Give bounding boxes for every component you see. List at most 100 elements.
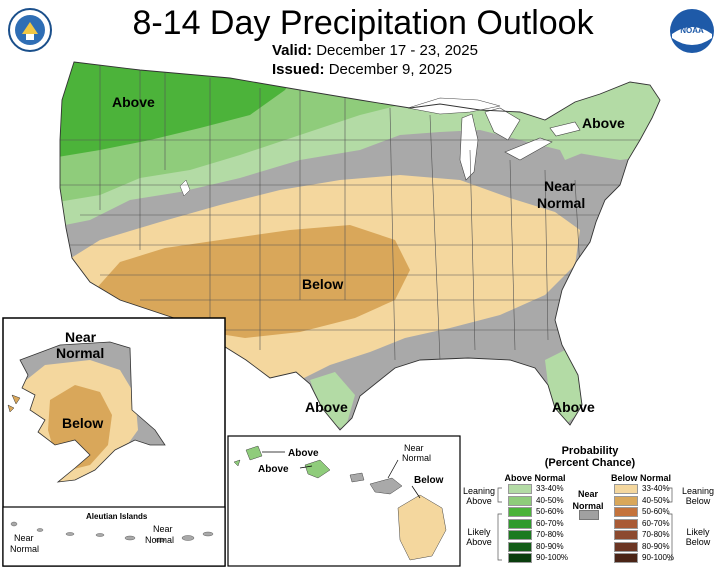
legend-swatch: [508, 495, 532, 506]
legend-swatch-label: 80-90%: [536, 541, 564, 551]
legend-swatch-label: 40-50%: [642, 495, 670, 505]
label-nw-above: Above: [112, 94, 155, 110]
legend-swatch-label: 90-100%: [536, 553, 569, 562]
legend-title-line2: (Percent Chance): [544, 457, 636, 469]
label-aleut-near-2: Near: [153, 524, 173, 534]
likely-above-line1: Likely: [467, 527, 491, 537]
label-hi-above-1: Above: [288, 448, 319, 459]
legend-row: 90-100%: [508, 553, 569, 563]
legend-row: 70-80%: [508, 530, 564, 540]
legend-row: 60-70%: [508, 518, 564, 529]
legend-row: 80-90%: [508, 541, 564, 552]
legend-swatch-label: 70-80%: [536, 530, 564, 539]
label-hi-near: Near: [404, 443, 424, 453]
legend-swatch: [508, 541, 532, 552]
issued-label: Issued:: [272, 61, 325, 78]
legend-swatch: [614, 530, 638, 540]
legend-swatch-label: 70-80%: [642, 530, 670, 539]
label-hi-above-2: Above: [258, 464, 289, 475]
legend-row: 50-60%: [614, 507, 670, 517]
label-aleut-near-1: Near: [14, 533, 34, 543]
label-hi-below: Below: [414, 475, 444, 486]
alaska-islands: [7, 394, 21, 413]
label-aleutian-title: Aleutian Islands: [86, 512, 148, 521]
legend-below-header: Below Normal: [610, 473, 671, 483]
legend-swatch: [508, 530, 532, 540]
legend-swatch-label: 50-60%: [536, 507, 564, 516]
valid-value: December 17 - 23, 2025: [316, 42, 478, 59]
legend-swatch-label: 50-60%: [642, 507, 670, 516]
likely-below-line1: Likely: [686, 527, 710, 537]
legend-swatch: [614, 484, 638, 494]
legend-row: 80-90%: [614, 541, 670, 552]
legend-row: 40-50%: [614, 495, 670, 506]
issued-line: Issued: December 9, 2025: [272, 61, 452, 79]
leaning-below-line1: Leaning: [681, 486, 715, 496]
legend-swatch: [614, 541, 638, 552]
legend-likely-above: Likely Above: [462, 527, 496, 547]
commerce-seal-icon: [8, 8, 52, 52]
legend-swatch-label: 40-50%: [536, 495, 564, 505]
above-lean-texas: [310, 372, 355, 430]
legend-braces: [497, 487, 673, 561]
label-east-near: Near: [544, 178, 576, 194]
legend-near-swatch: [579, 510, 599, 520]
legend-swatch: [614, 495, 638, 506]
legend-swatch-label: 60-70%: [642, 518, 670, 528]
valid-line: Valid: December 17 - 23, 2025: [272, 42, 478, 60]
leaning-below-line2: Below: [685, 496, 711, 506]
legend-row: 50-60%: [508, 507, 564, 517]
label-ak-normal: Normal: [56, 345, 104, 361]
legend-swatch: [614, 507, 638, 517]
label-aleut-normal-2: Normal: [145, 535, 174, 545]
label-ak-below: Below: [62, 415, 103, 431]
label-aleut-normal-1: Normal: [10, 544, 39, 554]
valid-label: Valid:: [272, 42, 313, 59]
below-mid-southwest: [95, 225, 410, 338]
legend-near-line1: Near: [577, 489, 598, 499]
label-ak-near: Near: [65, 329, 97, 345]
legend-swatch-label: 90-100%: [642, 553, 675, 562]
legend-swatch-label: 33-40%: [642, 484, 670, 493]
likely-below-line2: Below: [685, 537, 711, 547]
legend-swatch-label: 33-40%: [536, 484, 564, 493]
aleutian-islands: [10, 521, 214, 543]
legend-swatch: [508, 553, 532, 563]
label-east-normal: Normal: [537, 195, 585, 211]
noaa-logo-icon: NOAA: [670, 9, 714, 53]
legend-swatch: [508, 518, 532, 529]
legend-swatch: [508, 484, 532, 494]
above-lean-northeast: [560, 95, 660, 160]
legend-likely-below: Likely Below: [674, 527, 722, 547]
legend-swatch: [508, 507, 532, 517]
page-title: 8-14 Day Precipitation Outlook: [132, 4, 594, 42]
legend-leaning-above: Leaning Above: [462, 486, 496, 506]
legend-swatch-label: 60-70%: [536, 518, 564, 528]
hawaii-islands: [233, 445, 447, 561]
label-sw-below: Below: [302, 276, 343, 292]
label-fl-above: Above: [552, 399, 595, 415]
noaa-logo-text: NOAA: [680, 26, 704, 35]
legend-swatch: [614, 518, 638, 529]
legend-title-line1: Probability: [561, 445, 619, 457]
legend-row: 40-50%: [508, 495, 564, 506]
alaska-outline: [19, 341, 166, 483]
legend-above-header: Above Normal: [504, 473, 566, 483]
label-hi-normal: Normal: [402, 453, 431, 463]
legend-row: 33-40%: [508, 484, 564, 494]
legend-row: 60-70%: [614, 518, 670, 529]
label-tx-above: Above: [305, 399, 348, 415]
label-ne-above: Above: [582, 115, 625, 131]
hawaii-pointers: [262, 451, 421, 499]
legend-near-line2: Normal: [572, 501, 604, 511]
likely-above-line2: Above: [466, 537, 492, 547]
legend-swatch-label: 80-90%: [642, 541, 670, 551]
issued-value: December 9, 2025: [328, 61, 453, 78]
great-salt-lake: [179, 179, 191, 197]
legend-swatch: [614, 553, 638, 563]
legend-title: Probability (Percent Chance): [520, 445, 660, 469]
legend-row: 33-40%: [614, 484, 670, 494]
leaning-above-line2: Above: [466, 496, 492, 506]
leaning-above-line1: Leaning: [462, 486, 496, 496]
state-borders: [60, 65, 660, 361]
